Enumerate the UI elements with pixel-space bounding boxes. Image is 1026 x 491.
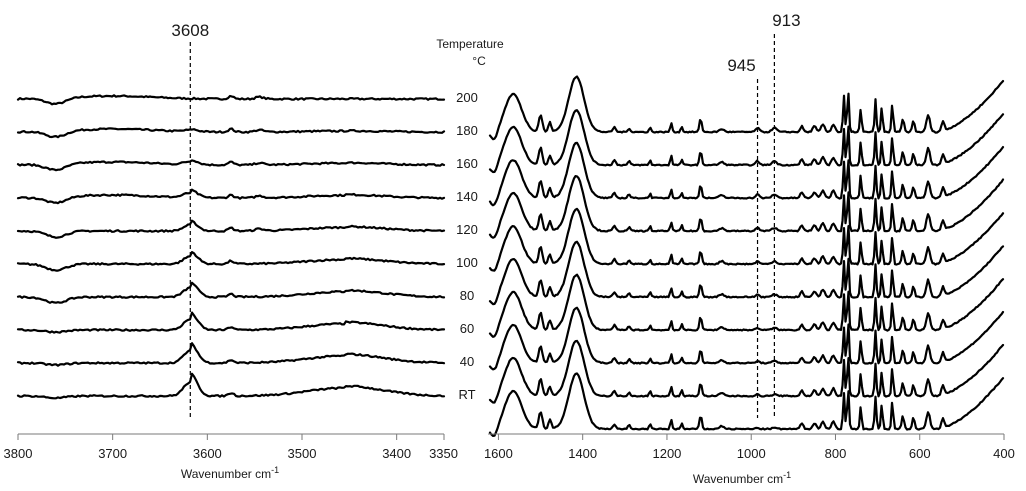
left-tick-label-3350: 3350 bbox=[429, 446, 458, 461]
right-tick-label-1600: 1600 bbox=[484, 446, 513, 461]
legend-temperature-labels: 200 180 160 140 120 100 80 60 40 RT bbox=[456, 90, 478, 402]
left-series-200 bbox=[16, 94, 446, 106]
left-peak-guides: 3608 bbox=[171, 21, 209, 420]
left-panel-oh-region: 3608 3800 3700 3600 3500 3400 3350 Wavenumber… bbox=[4, 21, 458, 481]
right-peak-guides: 945 913 bbox=[727, 11, 801, 418]
left-tick-label-3700: 3700 bbox=[98, 446, 127, 461]
legend-title-line2: °C bbox=[472, 54, 486, 68]
left-series-100 bbox=[16, 251, 446, 272]
right-tick-label-1200: 1200 bbox=[652, 446, 681, 461]
legend-label-60: 60 bbox=[460, 321, 474, 336]
right-series-200 bbox=[488, 75, 1005, 141]
right-spectra-traces bbox=[488, 75, 1005, 437]
legend-label-140: 140 bbox=[456, 189, 478, 204]
left-x-axis-title: Wavenumber cm-1 bbox=[181, 465, 279, 481]
legend-label-180: 180 bbox=[456, 123, 478, 138]
temperature-legend: Temperature °C 200 180 160 140 120 100 80 60 40 R… bbox=[436, 37, 504, 402]
right-series-180 bbox=[488, 109, 1005, 174]
right-panel-fingerprint-region: 945 913 1600 1400 1200 1000 800 600 400 Wavenum… bbox=[484, 11, 1015, 486]
left-tick-label-3600: 3600 bbox=[193, 446, 222, 461]
left-tick-label-3500: 3500 bbox=[288, 446, 317, 461]
legend-label-200: 200 bbox=[456, 90, 478, 105]
legend-label-RT: RT bbox=[458, 387, 475, 402]
right-series-100 bbox=[488, 240, 1005, 306]
left-series-40 bbox=[16, 342, 446, 367]
right-tick-label-400: 400 bbox=[993, 446, 1015, 461]
right-series-160 bbox=[488, 141, 1005, 207]
left-series-60 bbox=[16, 311, 446, 334]
right-x-ticks: 1600 1400 1200 1000 800 600 400 bbox=[484, 434, 1015, 461]
left-series-80 bbox=[16, 281, 446, 304]
legend-label-120: 120 bbox=[456, 222, 478, 237]
left-x-ticks: 3800 3700 3600 3500 3400 3350 bbox=[4, 434, 458, 461]
left-series-140 bbox=[16, 188, 446, 205]
right-x-axis-title: Wavenumber cm-1 bbox=[693, 470, 791, 486]
legend-label-100: 100 bbox=[456, 255, 478, 270]
left-spectra-traces bbox=[16, 94, 446, 400]
legend-label-80: 80 bbox=[460, 288, 474, 303]
right-series-80 bbox=[488, 273, 1005, 338]
left-tick-label-3400: 3400 bbox=[382, 446, 411, 461]
right-tick-label-1000: 1000 bbox=[737, 446, 766, 461]
left-peak-label-0: 3608 bbox=[171, 21, 209, 40]
right-peak-label-1: 913 bbox=[772, 11, 800, 30]
left-series-180 bbox=[16, 127, 446, 139]
right-series-120 bbox=[488, 207, 1005, 272]
right-series-RT bbox=[488, 372, 1005, 437]
left-tick-label-3800: 3800 bbox=[4, 446, 33, 461]
left-series-160 bbox=[16, 159, 446, 172]
right-tick-label-800: 800 bbox=[825, 446, 847, 461]
right-peak-label-0: 945 bbox=[727, 56, 755, 75]
right-tick-label-600: 600 bbox=[909, 446, 931, 461]
left-series-120 bbox=[16, 219, 446, 239]
right-series-140 bbox=[488, 175, 1005, 239]
legend-title-line1: Temperature bbox=[436, 37, 504, 51]
legend-label-160: 160 bbox=[456, 156, 478, 171]
right-tick-label-1400: 1400 bbox=[568, 446, 597, 461]
right-series-60 bbox=[488, 306, 1005, 371]
left-series-RT bbox=[16, 372, 446, 400]
legend-label-40: 40 bbox=[460, 354, 474, 369]
right-series-40 bbox=[488, 339, 1005, 404]
